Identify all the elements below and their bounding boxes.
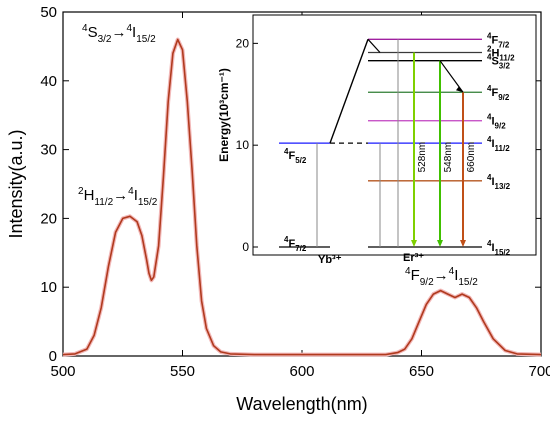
svg-text:2H11/2→4I15/2: 2H11/2→4I15/2 <box>78 186 158 208</box>
er-ion-label: Er³⁺ <box>403 252 424 264</box>
f92-letter-i: I <box>454 267 458 284</box>
h112-sup-right: 4 <box>128 186 134 197</box>
er-level-label: 4F7/2 <box>487 31 510 49</box>
h112-arrow: → <box>113 187 128 204</box>
emission-arrowhead <box>437 240 443 247</box>
h112-sub-left: 11/2 <box>94 197 113 208</box>
annotation-s32-transition: 4S3/2→4I15/2 <box>82 23 156 45</box>
svg-text:4F9/2→4I15/2: 4F9/2→4I15/2 <box>405 266 478 288</box>
upconversion-arrow <box>329 39 369 144</box>
f92-sup-right: 4 <box>449 266 455 277</box>
s32-sup-left: 4 <box>82 23 88 34</box>
er-level-label: 4I9/2 <box>487 113 506 131</box>
f92-sup-left: 4 <box>405 266 411 277</box>
f92-sub-left: 9/2 <box>420 277 434 288</box>
emission-arrowhead <box>411 240 417 247</box>
inset-y-axis-title: Energy(10³cm⁻¹) <box>217 68 231 162</box>
x-tick-label: 550 <box>170 363 195 380</box>
inset-y-tick-label: 10 <box>236 138 250 152</box>
x-axis-title: Wavelength(nm) <box>236 394 367 414</box>
x-tick-label: 500 <box>50 363 75 380</box>
relaxation-arrow <box>367 38 381 53</box>
inset-y-tick-label: 0 <box>242 240 249 254</box>
inset-y-tick-label: 20 <box>236 36 250 50</box>
s32-sub-right: 15/2 <box>136 34 156 45</box>
inset-arrows: 528nm 548nm 660nm <box>329 38 477 247</box>
y-tick-label: 50 <box>40 4 57 21</box>
h112-letter-h: H <box>84 187 95 204</box>
y-tick-label: 0 <box>49 348 57 365</box>
s32-sup-right: 4 <box>126 23 132 34</box>
y-tick-label: 30 <box>40 142 57 159</box>
y-tick-label: 10 <box>40 279 57 296</box>
inset-ticks: 0 10 20 <box>236 36 258 254</box>
h112-letter-i: I <box>134 187 138 204</box>
er-level-label: 4I13/2 <box>487 173 511 191</box>
main-series <box>62 37 542 357</box>
x-tick-label: 650 <box>409 363 434 380</box>
s32-sub-left: 3/2 <box>98 34 112 45</box>
h112-sup-left: 2 <box>78 186 84 197</box>
emission-wavelength-label: 528nm <box>417 142 428 173</box>
h112-sub-right: 15/2 <box>138 197 158 208</box>
yb-level-label: 4F7/2 <box>284 235 307 253</box>
f92-sub-right: 15/2 <box>458 277 478 288</box>
er-level-label: 4S3/2 <box>487 53 510 71</box>
x-tick-label: 700 <box>528 363 550 380</box>
emission-wavelength-label: 660nm <box>466 142 477 173</box>
yb-level-label: 4F5/2 <box>284 147 307 165</box>
er-level-label: 2H11/2 <box>487 45 515 63</box>
f92-arrow: → <box>434 267 449 284</box>
inset-frame <box>252 14 537 256</box>
emission-arrowhead <box>460 240 466 247</box>
s32-letter-i: I <box>132 24 136 41</box>
s32-arrow: → <box>111 24 126 41</box>
relaxation-arrowhead <box>456 86 463 93</box>
svg-text:4S3/2→4I15/2: 4S3/2→4I15/2 <box>82 23 156 45</box>
f92-letter-f: F <box>411 267 420 284</box>
emission-wavelength-label: 548nm <box>443 142 454 173</box>
er-level-label: 4I11/2 <box>487 135 510 153</box>
annotation-h112-transition: 2H11/2→4I15/2 <box>78 186 158 208</box>
annotation-f92-transition: 4F9/2→4I15/2 <box>405 266 478 288</box>
er-level-label: 4I15/2 <box>487 239 511 257</box>
yb-ion-label: Yb³⁺ <box>318 254 342 266</box>
x-tick-label: 600 <box>289 363 314 380</box>
series-line <box>62 38 542 356</box>
y-axis-title: Intensity(a.u.) <box>6 129 26 238</box>
y-tick-label: 20 <box>40 210 57 227</box>
s32-letter-s: S <box>88 24 98 41</box>
er-level-label: 4F9/2 <box>487 84 510 102</box>
y-tick-label: 40 <box>40 73 57 90</box>
